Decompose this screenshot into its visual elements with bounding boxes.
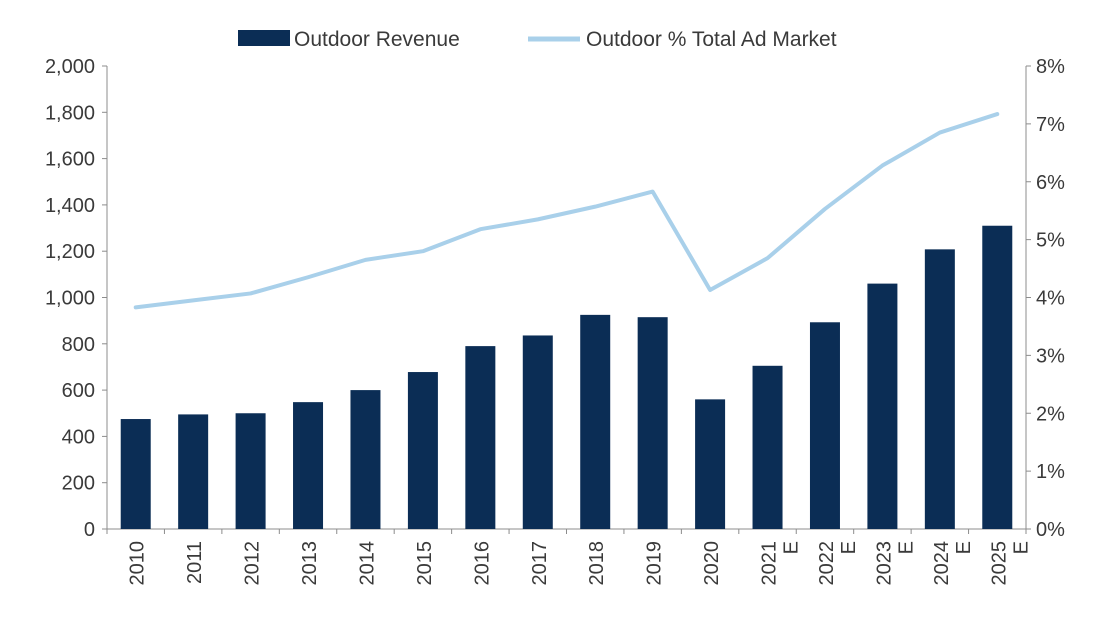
bar-outdoor-revenue	[465, 346, 496, 529]
left-axis-tick-label: 1,000	[45, 288, 95, 310]
left-axis-tick-label: 1,400	[45, 195, 95, 217]
right-axis-tick-label: 2%	[1036, 403, 1065, 425]
bar-outdoor-revenue	[809, 322, 840, 529]
x-axis-tick-label: 2024	[931, 541, 953, 586]
line-point-outdoor-pct	[479, 228, 481, 230]
left-axis-tick-label: 800	[62, 334, 95, 356]
bar-outdoor-revenue	[120, 419, 151, 529]
x-axis-tick-label: E	[838, 541, 860, 554]
line-point-outdoor-pct	[594, 206, 596, 208]
right-axis-tick-label: 1%	[1036, 461, 1065, 483]
line-point-outdoor-pct	[824, 208, 826, 210]
x-axis-tick-label: 2011	[184, 541, 206, 584]
line-point-outdoor-pct	[652, 191, 654, 193]
line-point-outdoor-pct	[996, 113, 998, 115]
x-axis-tick-label: 2015	[414, 541, 436, 586]
right-axis-tick-label: 0%	[1036, 519, 1065, 541]
bar-outdoor-revenue	[752, 365, 783, 529]
right-axis-tick-label: 4%	[1036, 288, 1065, 310]
x-axis-tick-label: 2025	[988, 541, 1010, 586]
x-axis-tick-label: 2019	[644, 541, 666, 586]
line-outdoor-pct-total-ad-market	[133, 112, 1000, 310]
bar-outdoor-revenue	[695, 399, 726, 529]
x-axis-tick-label: 2023	[873, 541, 895, 586]
x-axis-tick-label: 2022	[816, 541, 838, 586]
legend-label-outdoor-pct: Outdoor % Total Ad Market	[586, 28, 837, 51]
x-axis-tick-label: 2010	[127, 541, 149, 586]
bar-outdoor-revenue	[867, 283, 898, 529]
x-axis-tick-label: E	[895, 541, 917, 554]
x-axis-tick-label: 2013	[299, 541, 321, 586]
line-point-outdoor-pct	[939, 132, 941, 134]
bar-outdoor-revenue	[293, 402, 324, 529]
x-axis-tick-label: 2021	[759, 541, 781, 586]
right-axis-tick-label: 7%	[1036, 114, 1065, 136]
x-axis-tick-label: 2017	[529, 541, 551, 586]
bar-outdoor-revenue	[407, 372, 438, 529]
legend-label-outdoor-revenue: Outdoor Revenue	[294, 28, 460, 51]
line-point-outdoor-pct	[709, 289, 711, 291]
bar-outdoor-revenue	[522, 335, 553, 529]
left-axis-tick-label: 1,200	[45, 241, 95, 263]
left-axis-tick-label: 600	[62, 380, 95, 402]
line-point-outdoor-pct	[250, 292, 252, 294]
right-axis-tick-label: 3%	[1036, 345, 1065, 367]
line-point-outdoor-pct	[364, 259, 366, 261]
line-point-outdoor-pct	[192, 299, 194, 301]
x-axis-tick-label: 2018	[586, 541, 608, 586]
bar-outdoor-revenue	[924, 249, 955, 529]
line-point-outdoor-pct	[422, 250, 424, 252]
line-point-outdoor-pct	[307, 276, 309, 278]
right-axis-tick-label: 5%	[1036, 230, 1065, 252]
x-axis-tick-label: E	[1010, 541, 1032, 554]
line-point-outdoor-pct	[881, 165, 883, 167]
bar-outdoor-revenue	[580, 314, 611, 529]
bar-outdoor-revenue	[235, 413, 266, 529]
bar-outdoor-revenue	[982, 225, 1013, 530]
left-axis-tick-label: 2,000	[45, 56, 95, 78]
left-axis-tick-label: 200	[62, 473, 95, 495]
x-axis-tick-label: E	[781, 541, 803, 554]
line-point-outdoor-pct	[537, 218, 539, 220]
right-axis-tick-label: 6%	[1036, 172, 1065, 194]
left-axis-tick-label: 400	[62, 426, 95, 448]
bar-outdoor-revenue	[350, 390, 381, 529]
bar-outdoor-revenue	[637, 317, 668, 529]
left-axis-tick-label: 0	[84, 519, 95, 541]
x-axis-tick-label: 2014	[356, 541, 378, 586]
x-axis-tick-label: E	[953, 541, 975, 554]
x-axis-tick-label: 2020	[701, 541, 723, 586]
x-axis-tick-label: 2016	[471, 541, 493, 586]
x-axis-tick-label: 2012	[242, 541, 264, 586]
left-axis-tick-label: 1,800	[45, 102, 95, 124]
bar-outdoor-revenue	[178, 414, 209, 529]
right-axis-tick-label: 8%	[1036, 56, 1065, 78]
left-axis-tick-label: 1,600	[45, 149, 95, 171]
legend-swatch-outdoor-revenue	[238, 30, 290, 46]
line-point-outdoor-pct	[767, 257, 769, 259]
line-point-outdoor-pct	[135, 306, 137, 308]
